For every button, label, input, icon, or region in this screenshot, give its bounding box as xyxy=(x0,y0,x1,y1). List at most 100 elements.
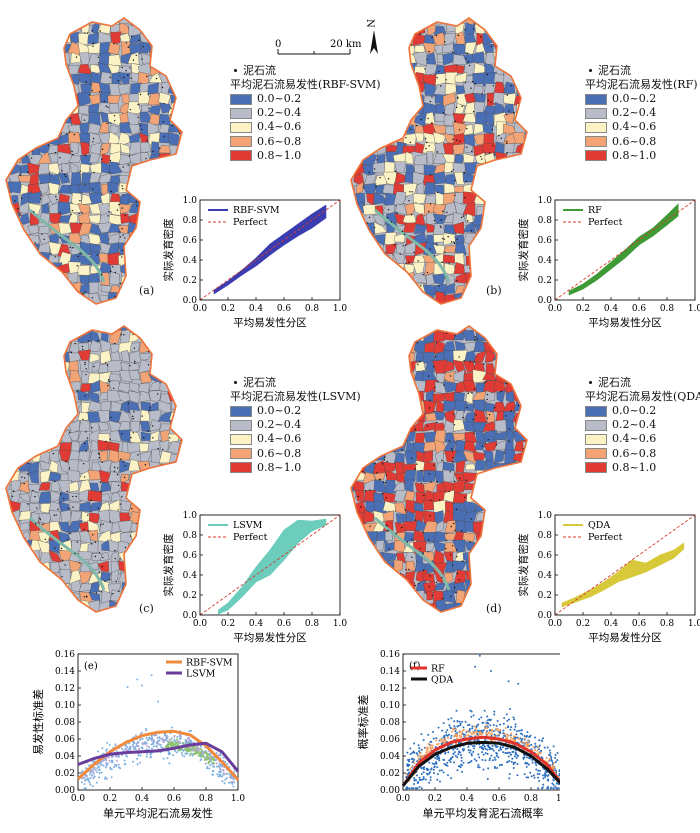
scatter-point xyxy=(493,735,496,738)
debris-flow-dot-icon xyxy=(589,68,592,72)
scatter-point xyxy=(498,764,501,767)
scatter-point xyxy=(446,764,449,767)
scatter-point xyxy=(156,742,159,745)
scatter-point xyxy=(135,734,138,737)
scatter-point xyxy=(517,682,520,685)
scatter-point xyxy=(535,764,538,767)
scatter-point xyxy=(508,707,511,710)
legend-class-label: 0.8~1.0 xyxy=(257,148,302,162)
scatter-point xyxy=(132,760,135,763)
scatter-point xyxy=(450,678,452,681)
band-qda xyxy=(561,542,685,608)
scatter-point xyxy=(546,787,549,790)
scatter-point xyxy=(490,739,493,742)
scatter-point xyxy=(199,747,202,750)
scatter-point xyxy=(443,741,446,744)
scatter-point xyxy=(435,761,438,764)
scatter-point xyxy=(135,742,138,745)
scatter-point xyxy=(206,752,209,755)
scatter-point xyxy=(188,754,191,757)
scatter-point xyxy=(506,726,509,729)
scatter-point xyxy=(537,776,540,779)
scatter-point xyxy=(514,735,517,738)
scatter-point xyxy=(222,765,225,768)
scatter-point xyxy=(151,736,154,739)
scatter-point xyxy=(502,729,505,732)
x-tick-label: 1.0 xyxy=(333,619,348,629)
scatter-point xyxy=(525,743,528,746)
scatter-point xyxy=(510,726,513,729)
scatter-point xyxy=(127,748,130,751)
scatter-point xyxy=(184,748,187,751)
scatter-point xyxy=(215,762,218,765)
scatter-point xyxy=(460,759,463,762)
scatter-point xyxy=(428,781,431,784)
scatter-point xyxy=(145,755,148,758)
scatter-point xyxy=(470,752,473,755)
scatter-point xyxy=(202,751,205,754)
scatter-point xyxy=(493,765,496,768)
scatter-point xyxy=(203,758,206,761)
scatter-point xyxy=(113,766,116,769)
scatter-point xyxy=(421,778,424,781)
map-d xyxy=(350,325,528,613)
scatter-point xyxy=(446,729,449,732)
scatter-point xyxy=(439,739,442,742)
scatter-point xyxy=(537,752,540,755)
scatter-point xyxy=(219,754,222,757)
scatter-point xyxy=(504,747,507,750)
scatter-point xyxy=(480,731,483,734)
scatter-point xyxy=(212,759,215,762)
scatter-point xyxy=(190,747,193,750)
legend-swatch xyxy=(230,462,252,474)
scatter-point xyxy=(523,773,526,776)
scatter-cluster-3 xyxy=(82,732,236,783)
legend-class-label: 0.0~0.2 xyxy=(612,92,657,106)
legend-perfect-label: Perfect xyxy=(588,217,623,228)
x-tick-label: 0.8 xyxy=(199,794,214,804)
x-tick-label: 0.4 xyxy=(249,619,264,629)
scatter-point xyxy=(437,742,440,745)
y-tick-label: 0.10 xyxy=(380,701,400,711)
scatter-point xyxy=(544,775,547,778)
scatter-point xyxy=(184,741,187,744)
y-tick-label: 0.2 xyxy=(183,276,197,286)
scatter-point xyxy=(139,738,142,741)
scatter-point xyxy=(106,741,109,744)
scatter-point xyxy=(508,777,511,780)
scatter-point xyxy=(125,754,128,757)
scatter-point xyxy=(458,720,461,723)
scatter-point xyxy=(179,738,182,741)
scatter-point xyxy=(516,754,519,757)
x-tick-label: 0.6 xyxy=(167,794,182,804)
legend-swatch xyxy=(230,136,252,148)
scatter-point xyxy=(168,741,171,744)
scatter-point xyxy=(212,773,215,776)
x-tick-label: 0.0 xyxy=(548,304,563,314)
scatter-point xyxy=(518,729,521,732)
scatter-point xyxy=(424,778,427,781)
scatter-point xyxy=(458,734,461,737)
scatter-point xyxy=(110,759,113,762)
scatter-point xyxy=(117,755,120,758)
scatter-point xyxy=(466,724,469,727)
scatter-point xyxy=(507,755,510,758)
scatter-point xyxy=(188,738,191,741)
scatter-point xyxy=(533,776,536,779)
scatter-point xyxy=(422,775,425,778)
scatter-point xyxy=(119,767,122,770)
scatter-point xyxy=(478,718,481,721)
scatter-point xyxy=(413,751,416,754)
scatter-point xyxy=(442,771,445,774)
legend-class-label: 0.0~0.2 xyxy=(257,92,302,106)
scatter-point xyxy=(219,764,222,767)
scatter-point xyxy=(475,733,478,736)
scatter-point xyxy=(96,750,99,753)
scatter-point xyxy=(227,781,230,784)
scatter-point xyxy=(418,754,421,757)
scatter-point xyxy=(177,744,180,747)
scatter-point xyxy=(425,768,428,771)
scatter-point xyxy=(444,752,447,755)
scatter-point xyxy=(105,777,108,780)
scatter-point xyxy=(405,775,408,778)
